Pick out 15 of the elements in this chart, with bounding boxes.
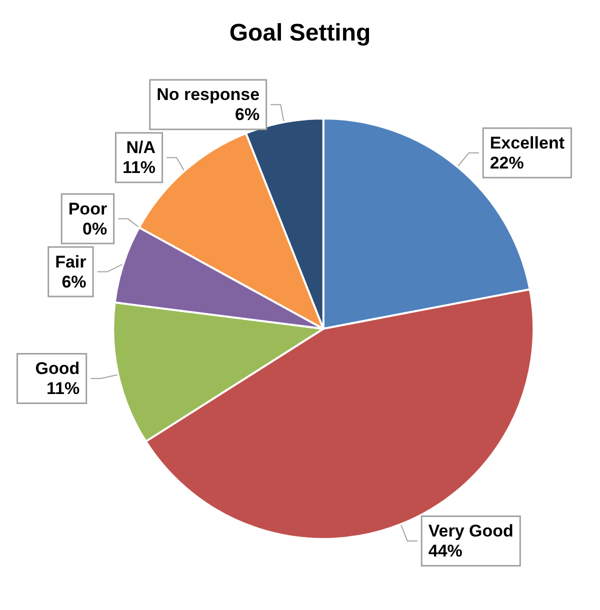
slice-label: No response: [156, 85, 260, 104]
category-label: Poor: [68, 199, 108, 218]
data-label: 11%: [122, 158, 156, 178]
chart-title: Goal Setting: [229, 20, 371, 46]
data-label: 6%: [62, 272, 86, 292]
slice-label: Excellent: [490, 133, 565, 152]
data-label: 22%: [490, 153, 524, 172]
text: 0%: [82, 219, 108, 238]
data-label: 44%: [428, 541, 462, 560]
slice-label: N/A: [126, 138, 156, 158]
data-label: 11%: [46, 379, 80, 398]
slice-label: Fair: [55, 252, 87, 272]
data-label: 6%: [235, 105, 260, 124]
slice-label: Good: [35, 359, 80, 378]
slice-label: Very Good: [428, 521, 514, 540]
